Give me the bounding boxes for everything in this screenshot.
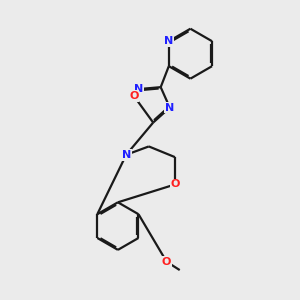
Text: O: O <box>129 91 139 101</box>
Text: N: N <box>134 84 144 94</box>
Text: N: N <box>122 150 131 160</box>
Text: N: N <box>164 36 173 46</box>
Text: O: O <box>162 257 171 267</box>
Text: O: O <box>170 179 180 190</box>
Text: N: N <box>165 103 174 112</box>
